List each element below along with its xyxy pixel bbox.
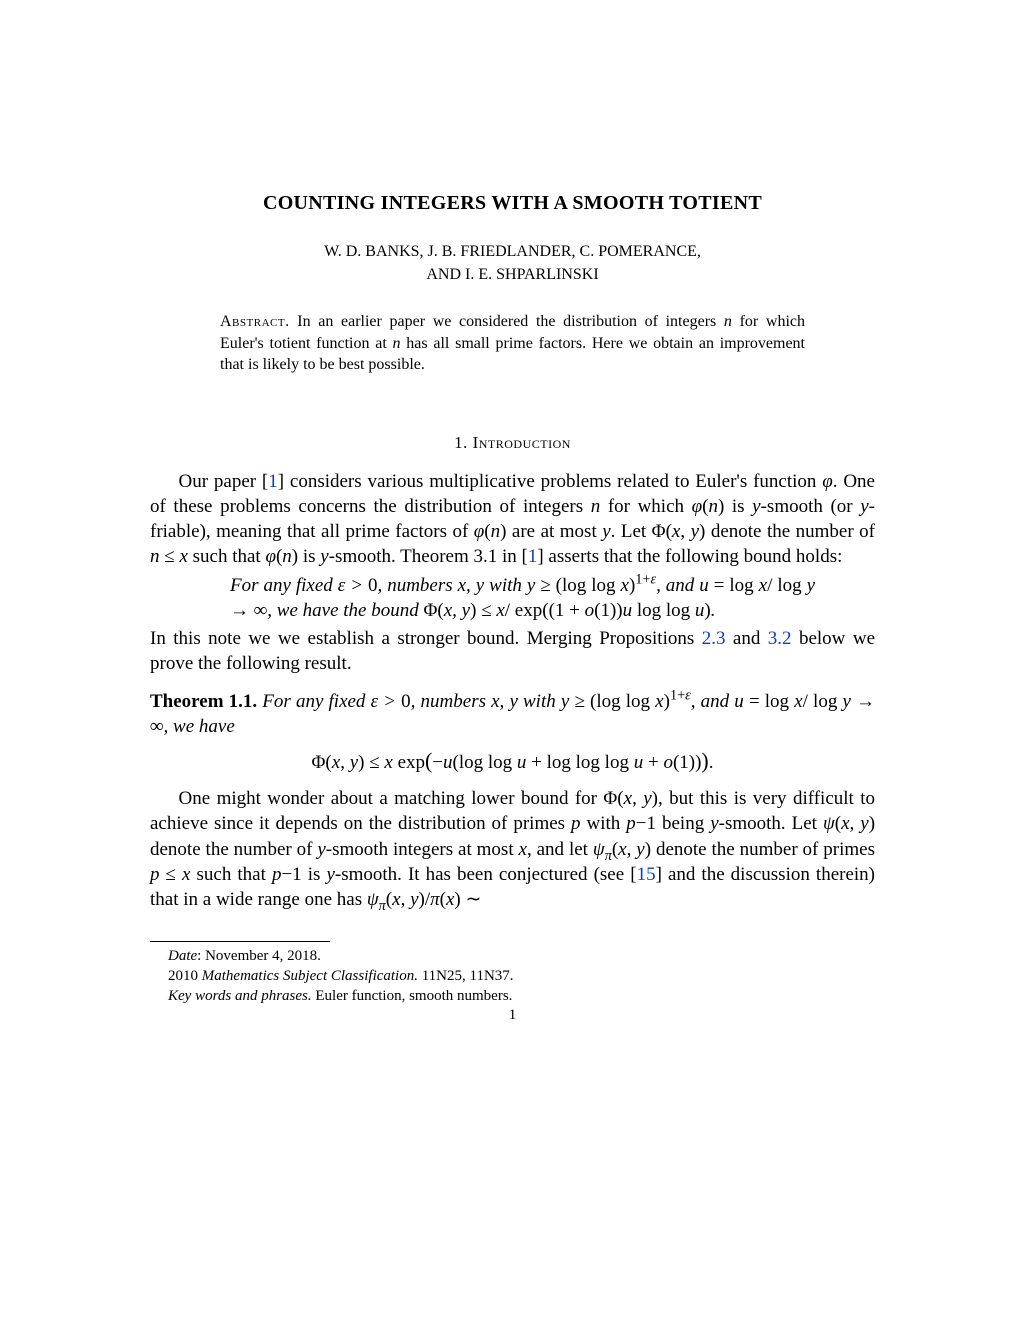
authors-line-2: AND I. E. SHPARLINSKI <box>150 264 875 285</box>
proposition-link-2-3[interactable]: 2.3 <box>702 628 726 649</box>
authors-line-1: W. D. BANKS, J. B. FRIEDLANDER, C. POMER… <box>150 241 875 262</box>
footnote-keywords: Key words and phrases. Euler function, s… <box>150 986 875 1006</box>
page-number: 1 <box>150 1006 875 1026</box>
footnote-msc-label: Mathematics Subject Classification. <box>202 968 418 984</box>
footnote-rule <box>150 941 330 942</box>
footnote-date-value: : November 4, 2018. <box>197 948 321 964</box>
abstract-label: Abstract. <box>220 313 290 330</box>
footnote-kw-label: Key words and phrases. <box>168 988 312 1004</box>
abstract-block: Abstract. In an earlier paper we conside… <box>220 311 805 376</box>
footnote-msc-year: 2010 <box>168 968 202 984</box>
intro-paragraph-2: In this note we we establish a stronger … <box>150 626 875 677</box>
section-1-heading: 1. Introduction <box>150 432 875 455</box>
citation-15[interactable]: 15 <box>637 864 656 885</box>
footnote-msc: 2010 Mathematics Subject Classification.… <box>150 966 875 986</box>
paper-title: COUNTING INTEGERS WITH A SMOOTH TOTIENT <box>150 190 875 217</box>
display-formula-phi-bound: Φ(x, y) ≤ x exp(−u(log log u + log log l… <box>150 747 875 776</box>
citation-1[interactable]: 1 <box>268 471 278 492</box>
citation-1b[interactable]: 1 <box>528 546 538 567</box>
theorem-1-1: Theorem 1.1. For any fixed ε > 0, number… <box>150 689 875 740</box>
abstract-text: In an earlier paper we considered the di… <box>220 313 805 373</box>
footnote-kw-value: Euler function, smooth numbers. <box>312 988 513 1004</box>
quoted-theorem-3-1: For any fixed ε > 0, numbers x, y with y… <box>230 573 815 624</box>
theorem-label: Theorem 1.1. <box>150 691 257 712</box>
intro-paragraph-1: Our paper [1] considers various multipli… <box>150 469 875 570</box>
paper-page: COUNTING INTEGERS WITH A SMOOTH TOTIENT … <box>0 0 1020 1086</box>
footnote-date: Date: November 4, 2018. <box>150 946 875 966</box>
footnote-date-label: Date <box>168 948 197 964</box>
proposition-link-3-2[interactable]: 3.2 <box>768 628 792 649</box>
footnote-msc-value: 11N25, 11N37. <box>418 968 514 984</box>
intro-paragraph-3: One might wonder about a matching lower … <box>150 786 875 912</box>
